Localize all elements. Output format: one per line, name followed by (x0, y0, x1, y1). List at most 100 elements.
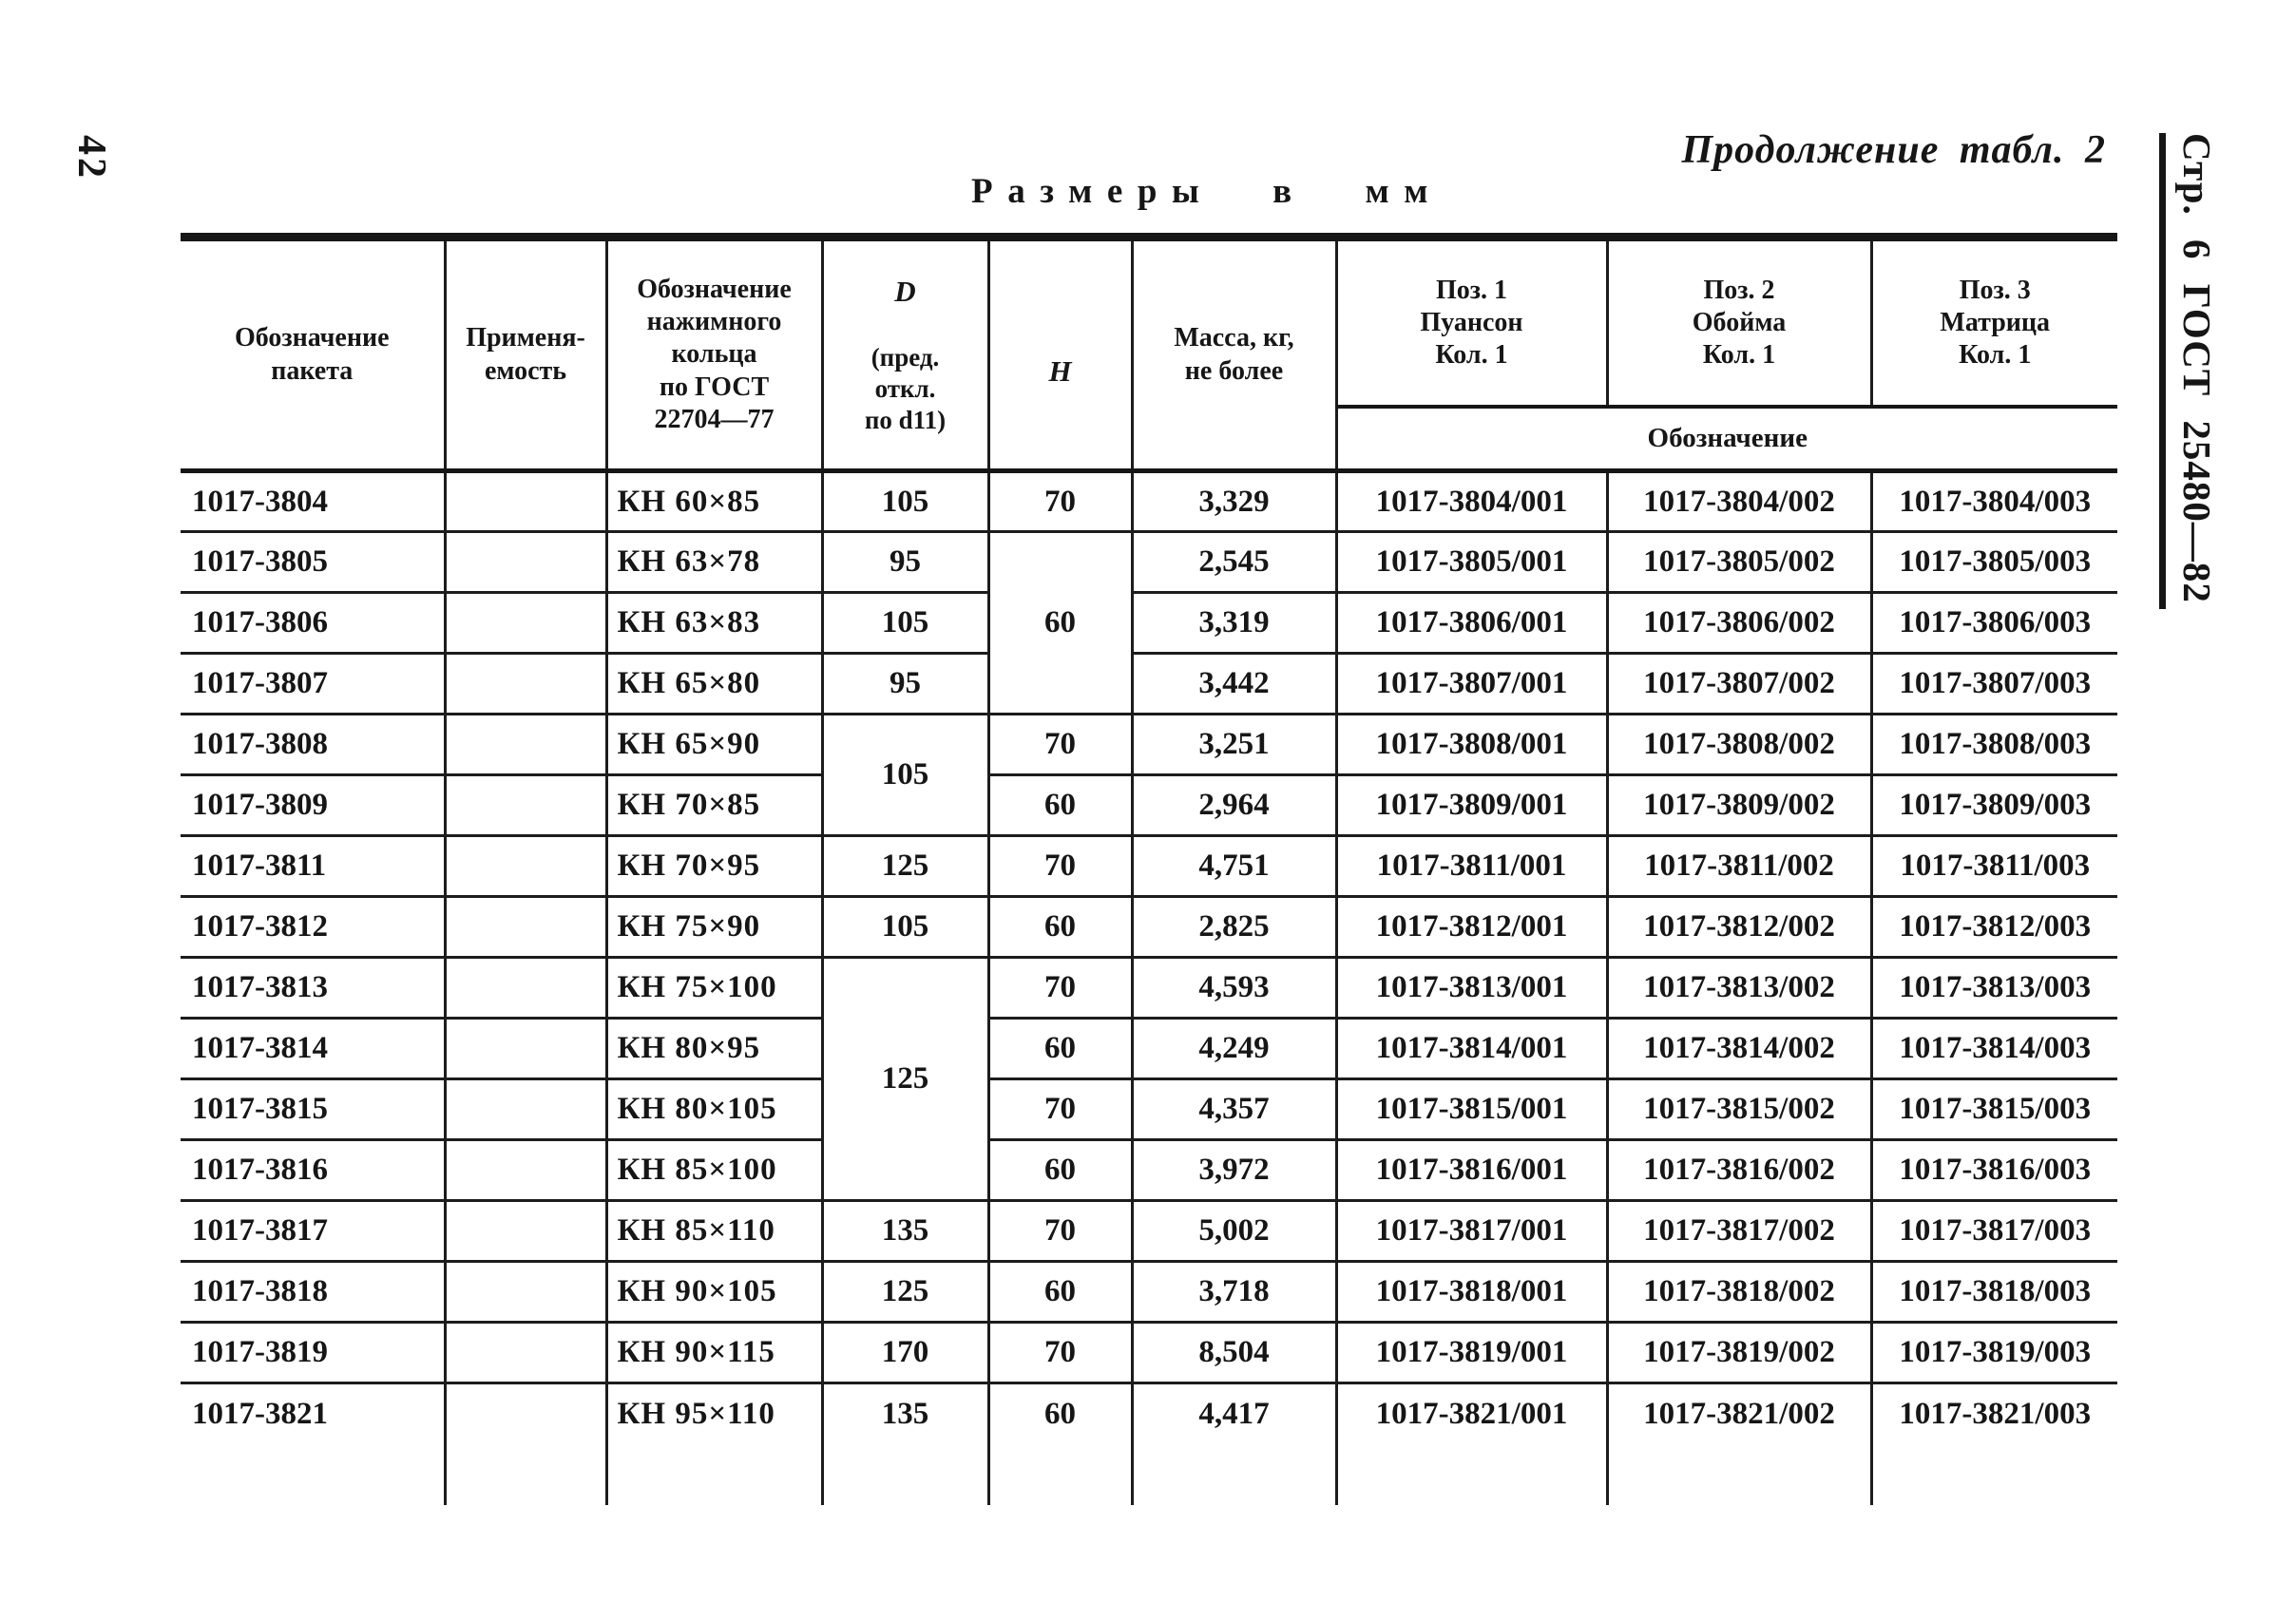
table-row: 1017-3805 КН 63×78 95 60 2,545 1017-3805… (181, 531, 2117, 716)
cell-paket: 1017-3818 (181, 1261, 447, 1325)
table-row: 1017-3813 КН 75×100 125 70 4,593 1017-38… (181, 957, 2117, 1203)
cell-poz1: 1017-3817/001 (1336, 1200, 1609, 1264)
continuation-label: Продолжение табл. 2 (1681, 128, 2106, 172)
cell-h: 60 (988, 1261, 1134, 1325)
cell-ring: КН 65×80 (606, 653, 824, 716)
cell-mass: 4,357 (1132, 1078, 1338, 1142)
subheader-oboznachenie: Обозначение (1336, 406, 2117, 474)
table-rule-overhang (181, 1443, 2117, 1505)
cell-paket: 1017-3815 (181, 1078, 447, 1142)
header-poz1: Поз. 1 Пуансон Кол. 1 (1336, 237, 1609, 409)
cell-d: 135 (822, 1383, 990, 1444)
cell-mass: 4,593 (1132, 957, 1338, 1020)
table-row: 1017-3811 КН 70×95 125 70 4,751 1017-381… (181, 835, 2117, 899)
cell-poz2: 1017-3812/002 (1607, 896, 1873, 960)
cell-primenyayemost (445, 470, 608, 534)
cell-poz1: 1017-3821/001 (1336, 1383, 1609, 1444)
cell-ring: КН 75×90 (606, 896, 824, 960)
table-row: 1017-3808 КН 65×90 105 70 3,251 1017-380… (181, 714, 2117, 838)
cell-h: 60 (988, 896, 1134, 960)
cell-mass: 2,825 (1132, 896, 1338, 960)
cell-paket: 1017-3812 (181, 896, 447, 960)
header-d: D (пред. откл. по d11) (822, 237, 990, 474)
cell-poz2: 1017-3816/002 (1607, 1139, 1873, 1203)
header-poz2: Поз. 2 Обойма Кол. 1 (1607, 237, 1873, 409)
cell-mass: 8,504 (1132, 1322, 1338, 1385)
cell-ring: КН 80×105 (606, 1078, 824, 1142)
cell-h: 70 (988, 1322, 1134, 1385)
header-poz3: Поз. 3 Матрица Кол. 1 (1871, 237, 2117, 409)
cell-poz3: 1017-3807/003 (1871, 653, 2117, 716)
cell-h: 70 (988, 470, 1134, 534)
cell-mass: 3,251 (1132, 714, 1338, 777)
cell-poz3: 1017-3808/003 (1871, 714, 2117, 777)
cell-poz3: 1017-3805/003 (1871, 531, 2117, 595)
cell-poz2: 1017-3804/002 (1607, 470, 1873, 534)
cell-poz1: 1017-3812/001 (1336, 896, 1609, 960)
header-primenyayemost: Применя- емость (445, 237, 608, 474)
cell-poz1: 1017-3814/001 (1336, 1018, 1609, 1081)
cell-poz2: 1017-3815/002 (1607, 1078, 1873, 1142)
table-row: 1017-3814 КН 80×95 60 4,249 1017-3814/00… (181, 1018, 2117, 1081)
table-row: 1017-3812 КН 75×90 105 60 2,825 1017-381… (181, 896, 2117, 960)
cell-poz2: 1017-3807/002 (1607, 653, 1873, 716)
cell-poz2: 1017-3805/002 (1607, 531, 1873, 595)
cell-d: 105 (822, 470, 990, 534)
cell-paket: 1017-3816 (181, 1139, 447, 1203)
table-row: 1017-3804 КН 60×85 105 70 3,329 1017-380… (181, 470, 2117, 534)
table-row: 1017-3818 КН 90×105 125 60 3,718 1017-38… (181, 1261, 2117, 1325)
table-row: 1017-3816 КН 85×100 60 3,972 1017-3816/0… (181, 1139, 2117, 1203)
table-row: 1017-3806 КН 63×83 105 3,319 1017-3806/0… (181, 592, 2117, 656)
cell-poz1: 1017-3807/001 (1336, 653, 1609, 716)
table-row: 1017-3817 КН 85×110 135 70 5,002 1017-38… (181, 1200, 2117, 1264)
cell-poz3: 1017-3821/003 (1899, 1396, 2092, 1431)
cell-poz3: 1017-3818/003 (1871, 1261, 2117, 1325)
cell-ring: КН 63×83 (606, 592, 824, 656)
cell-primenyayemost (445, 1078, 608, 1142)
cell-poz2: 1017-3811/002 (1607, 835, 1873, 899)
cell-h: 70 (988, 957, 1134, 1020)
cell-poz2: 1017-3819/002 (1607, 1322, 1873, 1385)
cell-paket: 1017-3814 (181, 1018, 447, 1081)
header-d-tolerance: (пред. откл. по d11) (864, 343, 947, 434)
cell-mass: 3,718 (1132, 1261, 1338, 1325)
cell-h: 70 (988, 1200, 1134, 1264)
cell-d: 105 (822, 896, 990, 960)
header-row: Обозначение пакета Применя- емость Обозн… (181, 237, 2117, 474)
cell-h: 70 (988, 835, 1134, 899)
cell-primenyayemost (445, 1200, 608, 1264)
cell-poz2: 1017-3821/002 (1607, 1383, 1873, 1444)
cell-d: 95 (822, 531, 990, 595)
cell-d: 105 (822, 592, 990, 656)
cell-mass: 3,972 (1132, 1139, 1338, 1203)
cell-paket: 1017-3807 (181, 653, 447, 716)
cell-primenyayemost (445, 1261, 608, 1325)
cell-poz3: 1017-3806/003 (1871, 592, 2117, 656)
cell-paket: 1017-3805 (181, 531, 447, 595)
cell-ring: КН 90×105 (606, 1261, 824, 1325)
cell-ring: КН 85×100 (606, 1139, 824, 1203)
cell-ring: КН 80×95 (606, 1018, 824, 1081)
cell-primenyayemost (445, 1018, 608, 1081)
cell-poz1: 1017-3808/001 (1336, 714, 1609, 777)
cell-d: 95 (822, 653, 990, 716)
cell-ring: КН 63×78 (606, 531, 824, 595)
cell-paket: 1017-3808 (181, 714, 447, 777)
cell-mass: 3,329 (1132, 470, 1338, 534)
cell-mass: 3,319 (1132, 592, 1338, 656)
table-row: 1017-3809 КН 70×85 60 2,964 1017-3809/00… (181, 774, 2117, 838)
cell-ring: КН 75×100 (606, 957, 824, 1020)
cell-primenyayemost (445, 653, 608, 716)
cell-ring: КН 70×85 (606, 774, 824, 838)
cell-primenyayemost (445, 1139, 608, 1203)
header-h-symbol: H (1048, 353, 1072, 388)
cell-poz1: 1017-3804/001 (1336, 470, 1609, 534)
table-row: 1017-3821 КН 95×110 135 60 4,417 1017-38… (181, 1383, 2117, 1444)
cell-mass: 4,249 (1132, 1018, 1338, 1081)
cell-poz3: 1017-3809/003 (1871, 774, 2117, 838)
cell-poz2: 1017-3814/002 (1607, 1018, 1873, 1081)
cell-poz3: 1017-3815/003 (1871, 1078, 2117, 1142)
cell-paket: 1017-3804 (181, 470, 447, 534)
cell-ring: КН 95×110 (606, 1383, 824, 1444)
cell-ring: КН 85×110 (606, 1200, 824, 1264)
